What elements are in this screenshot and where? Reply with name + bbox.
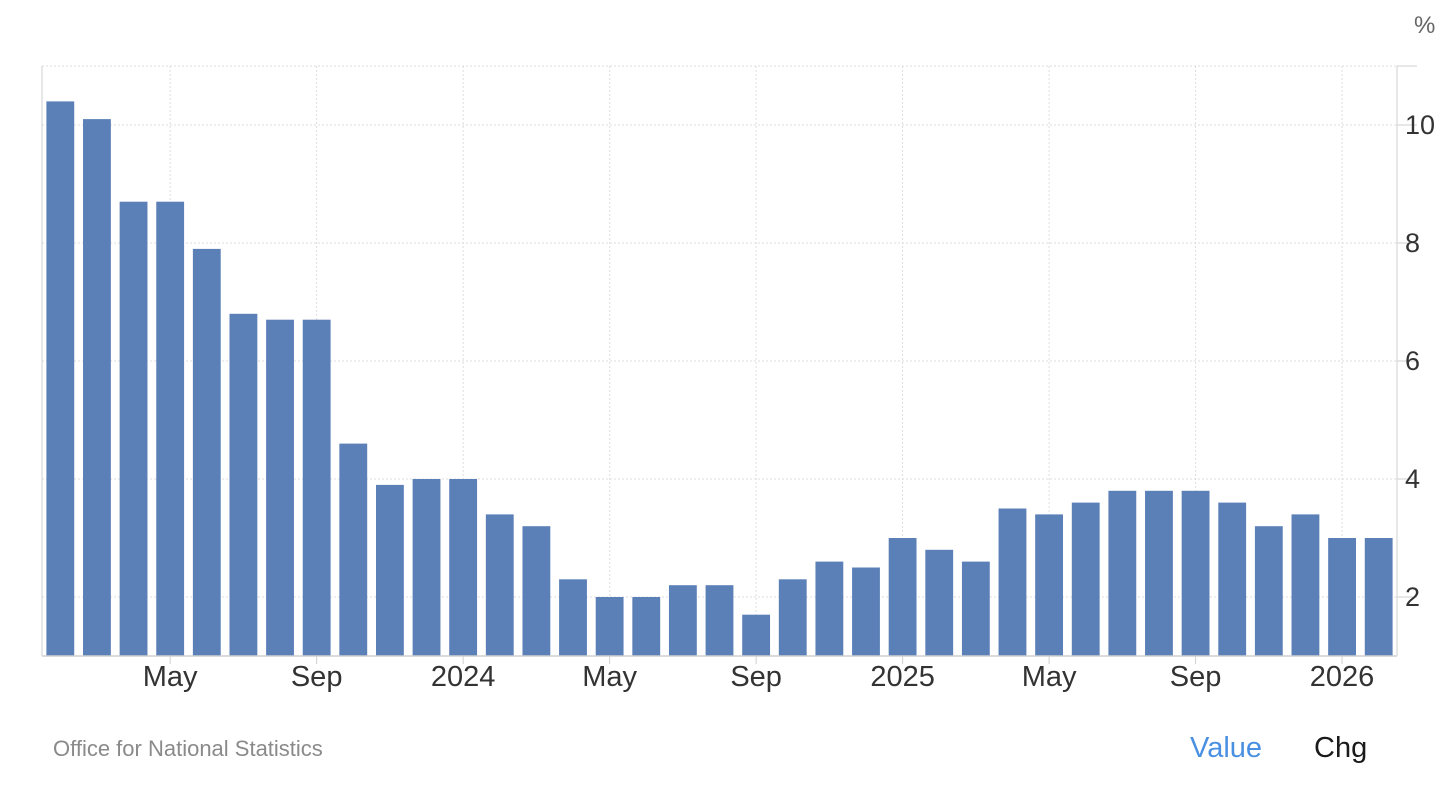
x-tick-label: Sep	[1170, 661, 1222, 693]
bar-2024-04	[595, 597, 624, 656]
value-toggle-button[interactable]: Value	[1190, 732, 1263, 764]
x-tick-label: 2025	[870, 661, 935, 693]
bar-2025-09	[1218, 502, 1247, 656]
bar-2026-01	[1364, 538, 1393, 656]
bar-2025-04	[1035, 514, 1064, 656]
bar-2024-01	[485, 514, 514, 656]
y-tick-label: 4	[1405, 464, 1420, 494]
bar-2024-08	[742, 614, 771, 656]
bar-2024-12	[888, 538, 917, 656]
bar-2024-03	[559, 579, 587, 656]
bar-2023-02	[83, 119, 111, 657]
bar-2025-12	[1328, 538, 1356, 656]
bar-2025-08	[1181, 490, 1210, 656]
bar-2025-11	[1291, 514, 1320, 656]
source-label: Office for National Statistics	[53, 736, 323, 761]
bar-2025-06	[1108, 490, 1137, 656]
bar-2024-11	[852, 567, 880, 656]
bar-2025-03	[998, 508, 1027, 656]
bar-2024-09	[778, 579, 807, 656]
y-unit-label: %	[1414, 12, 1435, 39]
bar-2025-01	[925, 549, 954, 656]
bar-2025-10	[1254, 526, 1283, 656]
x-tick-label: May	[1022, 661, 1077, 693]
bar-2023-12	[449, 479, 478, 656]
x-tick-label: Sep	[291, 661, 343, 693]
x-tick-label: 2024	[431, 661, 496, 693]
y-tick-label: 8	[1405, 228, 1420, 258]
bar-2023-11	[412, 479, 441, 656]
bar-2023-09	[339, 443, 368, 656]
bar-2023-07	[266, 319, 294, 656]
change-toggle-button[interactable]: Chg	[1314, 732, 1368, 764]
x-tick-label: May	[143, 661, 198, 693]
y-tick-label: 10	[1405, 110, 1435, 140]
x-tick-label: May	[582, 661, 637, 693]
bar-2025-05	[1071, 502, 1100, 656]
bar-2023-08	[302, 319, 331, 656]
bar-2025-07	[1145, 490, 1173, 656]
y-tick-label: 2	[1405, 582, 1420, 612]
bar-2024-05	[632, 597, 661, 656]
bar-2023-06	[229, 313, 258, 656]
bar-2024-10	[815, 561, 844, 656]
bar-2023-10	[375, 484, 404, 656]
bar-2023-01	[46, 101, 75, 656]
bar-2023-04	[156, 201, 185, 656]
bar-chart: 2 4 6 8 10% May Sep 2024 May Sep 2025 May Sep 2026	[41, 12, 1435, 693]
bar-2024-06	[668, 585, 697, 656]
bar-2023-03	[119, 201, 148, 656]
x-tick-label: Sep	[730, 661, 782, 693]
y-tick-label: 6	[1405, 346, 1420, 376]
bar-2025-02	[961, 561, 990, 656]
bar-2024-07	[705, 585, 734, 656]
x-tick-label: 2026	[1310, 661, 1375, 693]
bar-2023-05	[192, 248, 221, 656]
bar-2024-02	[522, 526, 551, 656]
